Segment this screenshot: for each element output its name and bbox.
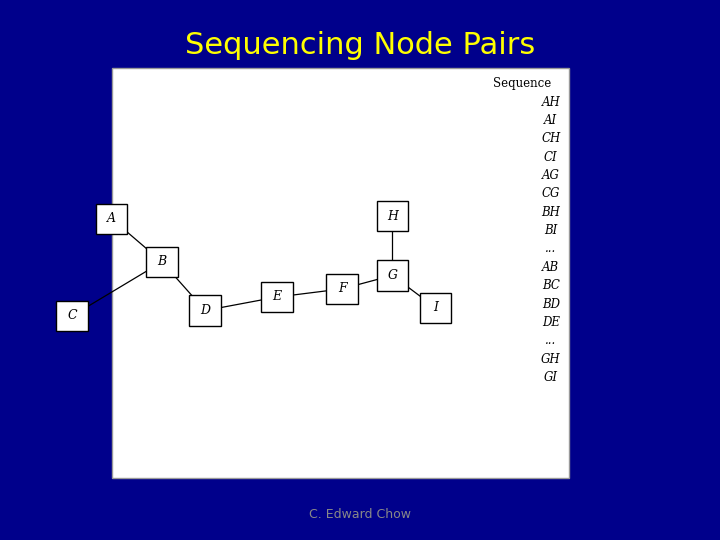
Text: Sequence: Sequence — [492, 77, 551, 90]
Bar — [146, 247, 178, 277]
Text: H: H — [387, 210, 398, 222]
Text: C. Edward Chow: C. Edward Chow — [309, 508, 411, 521]
Text: Sequencing Node Pairs: Sequencing Node Pairs — [185, 31, 535, 60]
Text: DE: DE — [541, 316, 560, 329]
Text: CI: CI — [544, 151, 557, 164]
Bar — [189, 295, 221, 326]
Bar — [377, 201, 408, 231]
Text: E: E — [273, 291, 282, 303]
Text: F: F — [338, 282, 346, 295]
Text: GH: GH — [541, 353, 561, 366]
Text: G: G — [387, 269, 397, 282]
Text: CH: CH — [541, 132, 560, 145]
Bar — [56, 301, 88, 331]
Text: BH: BH — [541, 206, 560, 219]
Text: AI: AI — [544, 114, 557, 127]
Text: ...: ... — [545, 242, 557, 255]
Text: BI: BI — [544, 224, 557, 237]
Bar — [261, 282, 293, 312]
Text: BC: BC — [542, 279, 559, 292]
Text: BD: BD — [541, 298, 560, 310]
Bar — [326, 274, 358, 304]
Text: I: I — [433, 301, 438, 314]
Text: AH: AH — [541, 96, 560, 109]
Text: AG: AG — [542, 169, 559, 182]
Text: C: C — [67, 309, 77, 322]
Text: ...: ... — [545, 334, 557, 347]
Bar — [420, 293, 451, 323]
Bar — [377, 260, 408, 291]
Text: GI: GI — [544, 371, 558, 384]
Bar — [96, 204, 127, 234]
Text: D: D — [200, 304, 210, 317]
Text: AB: AB — [542, 261, 559, 274]
Bar — [112, 68, 569, 478]
Text: CG: CG — [541, 187, 560, 200]
Text: A: A — [107, 212, 116, 225]
Text: B: B — [158, 255, 166, 268]
